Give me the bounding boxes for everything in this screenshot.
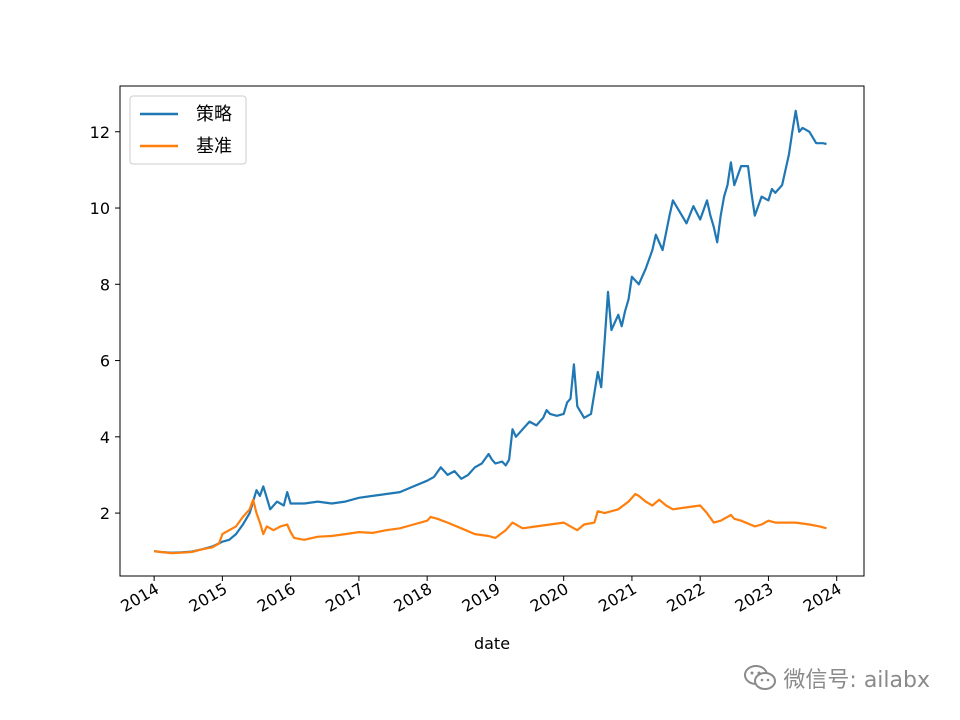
y-tick-label: 6 [100, 352, 110, 371]
y-tick-label: 10 [90, 199, 110, 218]
x-tick-label: 2022 [663, 579, 708, 616]
series-line-strategy [153, 109, 827, 554]
legend-label-benchmark: 基准 [196, 136, 232, 157]
x-tick-label: 2015 [186, 579, 231, 616]
x-tick-label: 2018 [390, 579, 435, 616]
y-tick-label: 8 [100, 275, 110, 294]
x-axis-label: date [474, 634, 510, 653]
series-line-benchmark [153, 492, 827, 555]
x-tick-label: 2023 [732, 579, 777, 616]
legend: 策略 基准 [129, 95, 247, 165]
x-axis: 2014 2015 2016 2017 2018 2019 2020 2021 2022 2023… [117, 576, 845, 616]
x-tick-label: 2014 [117, 579, 162, 616]
watermark-text: 微信号: ailabx [783, 668, 930, 693]
y-axis: 2 4 6 8 10 12 [90, 123, 120, 523]
legend-label-strategy: 策略 [196, 104, 232, 125]
x-tick-label: 2021 [595, 579, 640, 616]
x-tick-label: 2020 [527, 579, 572, 616]
y-tick-label: 4 [100, 428, 110, 447]
y-tick-label: 12 [90, 123, 110, 142]
plot-frame [119, 85, 865, 577]
x-tick-label: 2019 [459, 579, 504, 616]
wechat-icon [744, 665, 777, 690]
watermark: 微信号: ailabx [743, 662, 930, 694]
y-tick-label: 2 [100, 504, 110, 523]
x-tick-label: 2017 [322, 579, 367, 616]
x-tick-label: 2024 [800, 579, 845, 616]
series-layer [153, 109, 827, 555]
x-tick-label: 2016 [254, 579, 299, 616]
